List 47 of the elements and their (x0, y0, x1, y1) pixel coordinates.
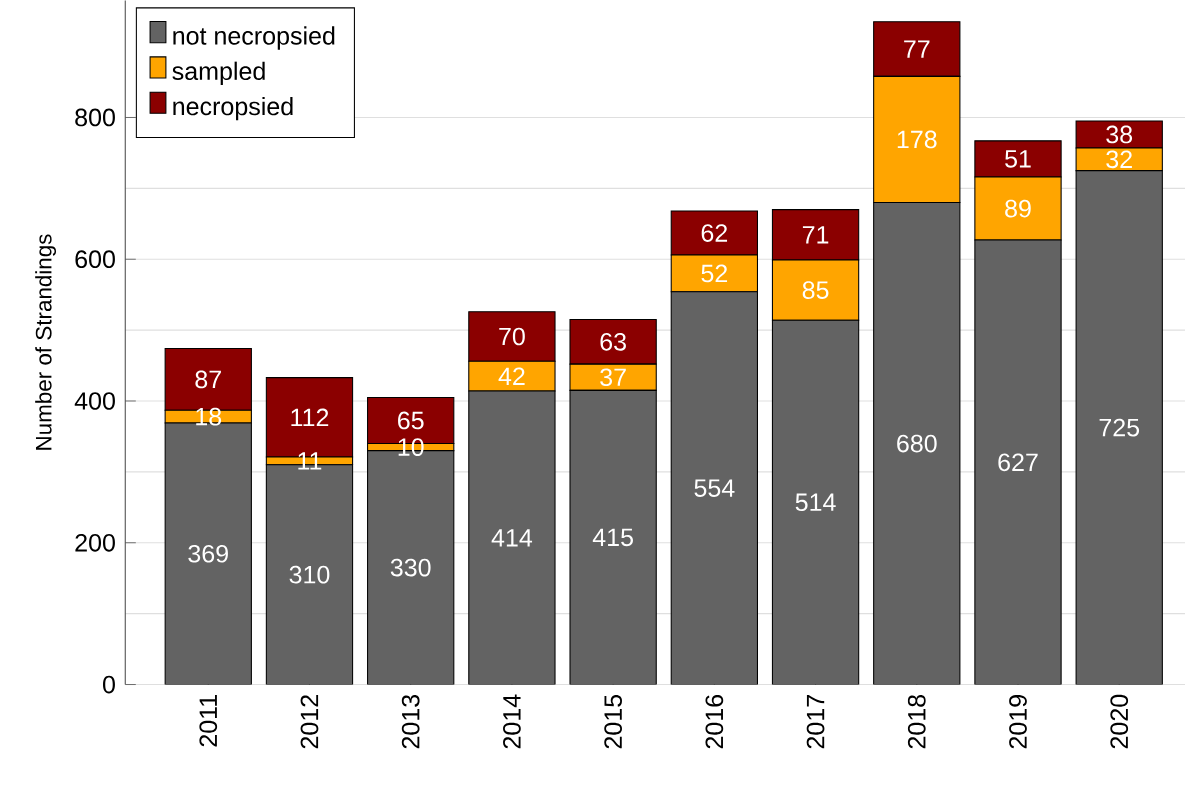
y-axis-title: Number of Strandings (35, 234, 57, 450)
data-label: 725 (1099, 418, 1140, 437)
x-tick-label: 2018 (907, 695, 926, 749)
data-label: 65 (398, 411, 424, 430)
data-label: 554 (694, 479, 735, 498)
y-tick-label: 600 (75, 250, 115, 269)
data-label: 178 (897, 130, 937, 149)
x-tick-label: 2019 (1009, 695, 1027, 749)
data-label: 38 (1106, 125, 1133, 144)
x-tick-label: 2013 (401, 695, 420, 749)
data-label: 70 (499, 327, 525, 346)
legend-label: not necropsied (173, 26, 335, 50)
data-label: 369 (188, 544, 228, 563)
y-tick-label: 0 (103, 675, 115, 694)
legend-label: sampled (172, 61, 265, 86)
data-label: 42 (498, 367, 525, 386)
data-label: 18 (196, 407, 222, 426)
x-tick-label: 2016 (705, 695, 724, 749)
data-label: 63 (600, 333, 626, 351)
data-label: 32 (1106, 150, 1132, 169)
y-tick-label: 200 (75, 534, 115, 552)
data-label: 87 (195, 370, 221, 389)
y-tick-label: 400 (74, 392, 115, 410)
data-label: 112 (291, 408, 329, 427)
data-label: 77 (904, 40, 930, 58)
x-tick-label: 2012 (300, 695, 319, 749)
data-label: 310 (289, 565, 330, 584)
data-label: 85 (802, 281, 829, 300)
data-label: 89 (1005, 199, 1031, 218)
x-tick-label: 2020 (1110, 694, 1129, 749)
data-label: 415 (592, 528, 633, 547)
x-tick-label: 2014 (503, 694, 521, 749)
x-tick-label: 2015 (604, 694, 622, 749)
data-label: 71 (802, 226, 829, 244)
y-tick-label: 800 (75, 108, 115, 127)
data-label: 52 (701, 264, 728, 283)
legend-label: necropsied (173, 97, 293, 121)
data-label: 414 (491, 529, 533, 547)
data-label: 62 (701, 224, 728, 242)
data-label: 37 (600, 368, 626, 387)
data-label: 51 (1005, 150, 1031, 168)
data-label: 330 (390, 558, 431, 577)
x-tick-label: 2017 (806, 695, 825, 749)
data-label: 627 (998, 453, 1038, 472)
data-label: 680 (897, 434, 937, 453)
data-label: 514 (795, 493, 836, 512)
x-tick-label: 2011 (199, 695, 218, 747)
